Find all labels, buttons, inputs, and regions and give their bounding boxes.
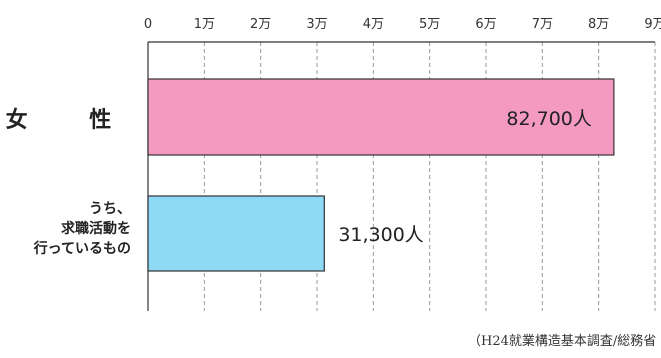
category-label-women-line: 女 性 — [5, 108, 131, 133]
bar — [147, 78, 615, 156]
bar — [147, 195, 325, 272]
category-label-job-seeking: うち、 求職活動を 行っているもの — [34, 199, 131, 259]
data-label: 82,700人 — [506, 108, 591, 130]
category-label-line-2: 求職活動を — [61, 221, 131, 237]
tick-label: 9万 — [644, 17, 661, 32]
category-label-women: 女 性 — [6, 102, 131, 134]
tick-label: 2万 — [250, 17, 271, 32]
tick-label: 8万 — [588, 17, 609, 32]
tick-label: 0 — [144, 17, 152, 32]
tick-label: 1万 — [194, 17, 215, 32]
tick-label: 5万 — [419, 17, 440, 32]
tick-label: 4万 — [363, 17, 384, 32]
source-note: （H24就業構造基本調査/総務省 — [468, 334, 657, 349]
tick-label: 3万 — [306, 17, 327, 32]
data-label: 31,300人 — [338, 224, 423, 246]
category-label-line-1: うち、 — [89, 201, 131, 217]
category-label-line-3: 行っているもの — [33, 241, 131, 257]
tick-label: 6万 — [475, 17, 496, 32]
tick-label: 7万 — [532, 17, 553, 32]
